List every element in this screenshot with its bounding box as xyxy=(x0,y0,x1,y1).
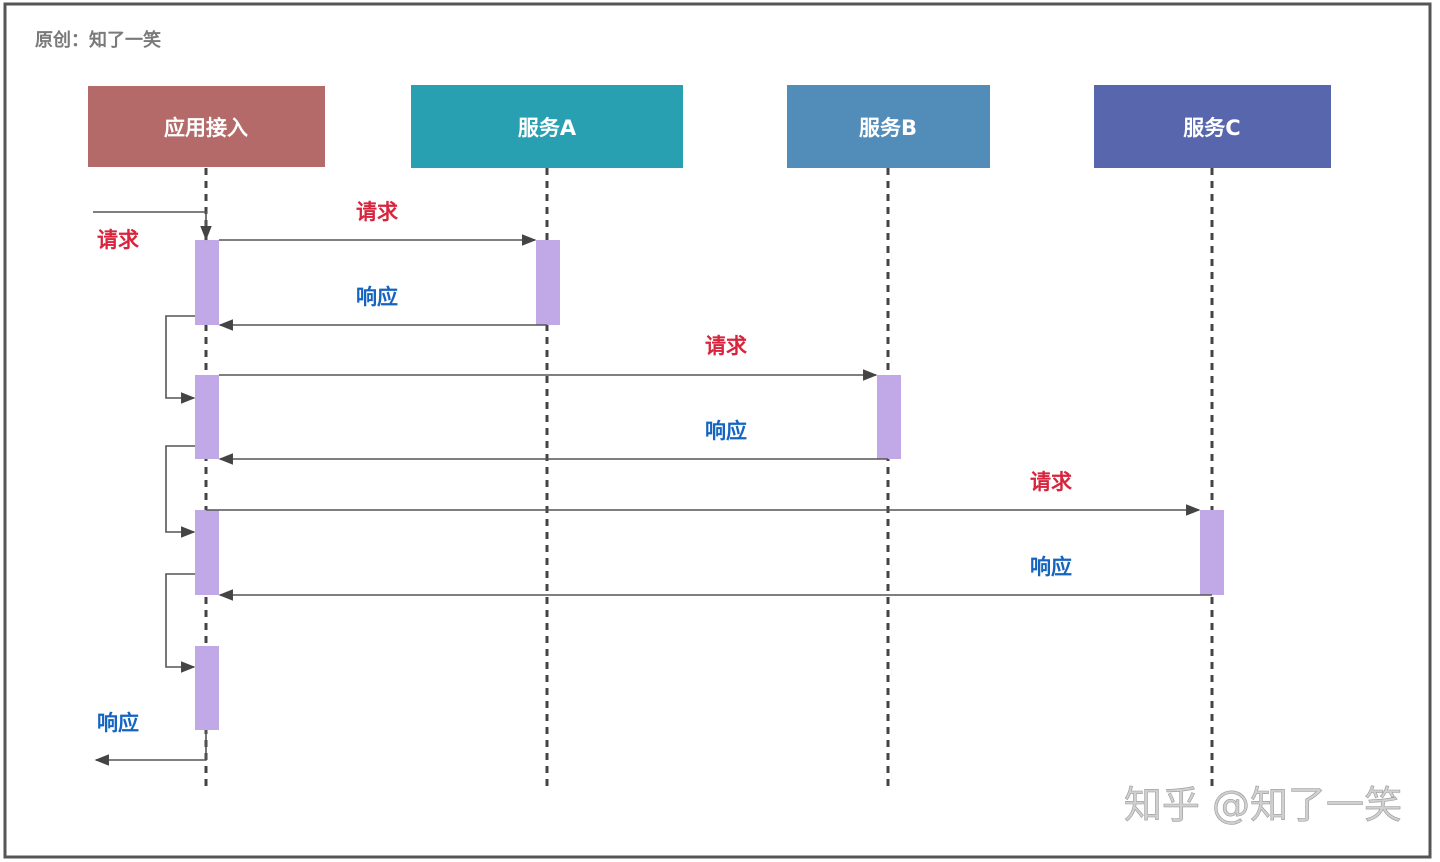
activation-service-a xyxy=(536,240,560,325)
participant-box xyxy=(787,85,990,168)
watermark: 知乎 @知了一笑 xyxy=(1124,783,1402,827)
participant-label: 服务A xyxy=(518,116,577,140)
activation-app-1 xyxy=(195,240,219,325)
participant-service-b: 服务B xyxy=(787,85,990,168)
participant-box xyxy=(1094,85,1331,168)
frame xyxy=(3,2,1432,859)
label-outgoing-response: 响应 xyxy=(97,711,139,735)
activation-service-b xyxy=(877,375,901,459)
label-request-b: 请求 xyxy=(705,334,747,358)
arrow-outgoing-response xyxy=(94,730,207,766)
self-loop-3 xyxy=(165,573,196,673)
participant-label: 服务B xyxy=(859,116,917,140)
activation-app-3 xyxy=(195,510,219,595)
credit-text: 原创：知了一笑 xyxy=(35,29,161,51)
self-loop-2 xyxy=(165,445,196,538)
arrow-incoming-request xyxy=(93,211,212,241)
participant-app-access: 应用接入 xyxy=(88,86,325,167)
label-response-c: 响应 xyxy=(1030,555,1072,579)
activation-app-4 xyxy=(195,646,219,730)
label-response-a: 响应 xyxy=(356,285,398,309)
label-request-c: 请求 xyxy=(1030,470,1072,494)
activation-app-2 xyxy=(195,375,219,459)
label-response-b: 响应 xyxy=(705,419,747,443)
activation-service-c xyxy=(1200,510,1224,595)
participant-label: 应用接入 xyxy=(164,116,248,140)
label-request-a: 请求 xyxy=(356,200,398,224)
participant-box xyxy=(411,85,683,168)
participant-label: 服务C xyxy=(1183,116,1240,140)
label-incoming-request: 请求 xyxy=(97,228,139,252)
participant-service-a: 服务A xyxy=(411,85,683,168)
self-loop-1 xyxy=(165,315,196,404)
participant-box xyxy=(88,86,325,167)
participant-service-c: 服务C xyxy=(1094,85,1331,168)
